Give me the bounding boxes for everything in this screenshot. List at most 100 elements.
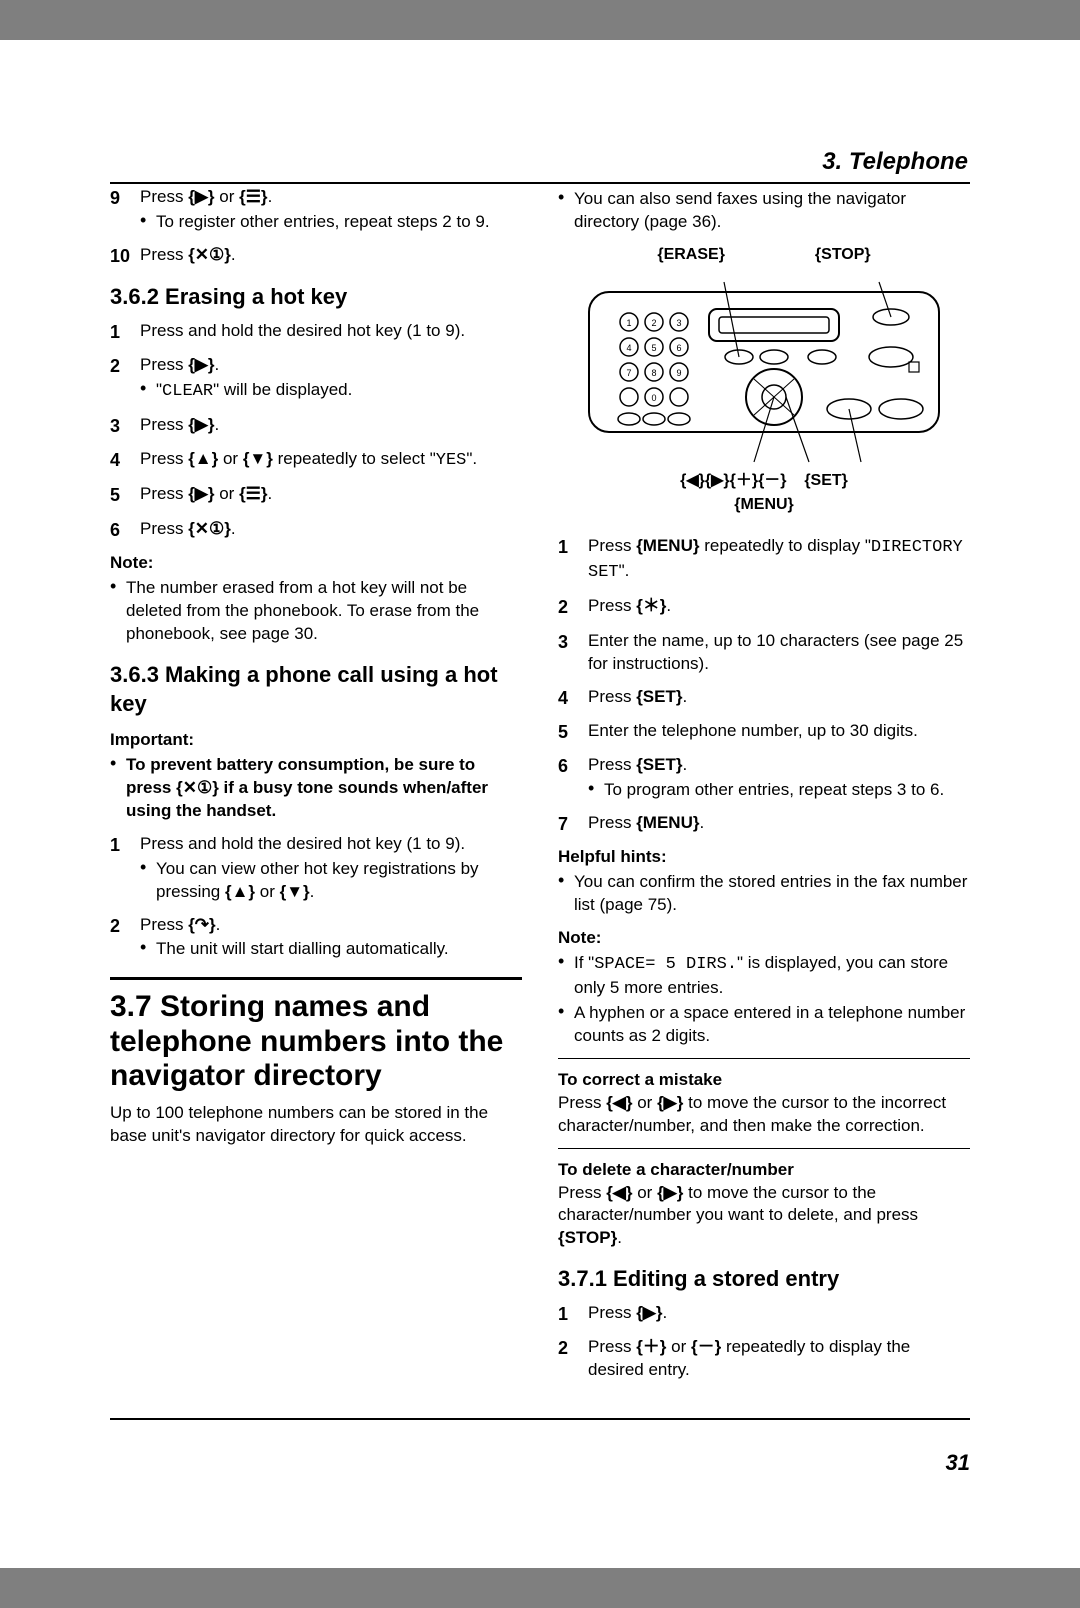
step-number: 10 xyxy=(110,244,140,268)
section-371-title: 3.7.1 Editing a stored entry xyxy=(558,1264,970,1294)
text: Press xyxy=(588,536,636,555)
hints-list: You can confirm the stored entries in th… xyxy=(558,871,970,917)
text: Press and hold the desired hot key (1 to… xyxy=(140,834,465,853)
text: . xyxy=(231,519,236,538)
step-body: Press and hold the desired hot key (1 to… xyxy=(140,320,522,344)
svg-text:4: 4 xyxy=(626,343,631,353)
figure-top-labels: {ERASE} {STOP} xyxy=(558,244,970,266)
list-item: The number erased from a hot key will no… xyxy=(110,577,522,646)
menu-icon: {☰} xyxy=(239,484,267,503)
device-figure: {ERASE} {STOP} 123 456 789 0 xyxy=(558,244,970,518)
text: You can also send faxes using the naviga… xyxy=(574,188,970,234)
erase-label: {ERASE} xyxy=(657,244,725,266)
text: or xyxy=(218,449,243,468)
text: You can view other hot key registrations… xyxy=(156,858,522,904)
step-body: Press {＊}. xyxy=(588,595,970,619)
text: . xyxy=(682,755,687,774)
list-371: 1 Press {▶}. 2 Press {＋} or {－} repeated… xyxy=(558,1302,970,1382)
step-body: Press {SET}. xyxy=(588,686,970,710)
step-3: 3 Enter the name, up to 10 characters (s… xyxy=(558,630,970,676)
text: . xyxy=(215,415,220,434)
text: or xyxy=(633,1093,658,1112)
list-item: If "SPACE= 5 DIRS." is displayed, you ca… xyxy=(558,952,970,1000)
step-number: 4 xyxy=(558,686,588,710)
step-body: Press {SET}. To program other entries, r… xyxy=(588,754,970,802)
chapter-title: 3. Telephone xyxy=(110,148,970,176)
step-5: 5 Enter the telephone number, up to 30 d… xyxy=(558,720,970,744)
svg-text:0: 0 xyxy=(651,393,656,403)
text: or xyxy=(666,1337,691,1356)
left-column: 9 Press {▶} or {☰}. To register other en… xyxy=(110,186,522,1392)
correct-title: To correct a mistake xyxy=(558,1069,970,1092)
stop-label: {STOP} xyxy=(815,244,871,266)
list-362: 1 Press and hold the desired hot key (1 … xyxy=(110,320,522,542)
text: A hyphen or a space entered in a telepho… xyxy=(574,1002,970,1048)
text: repeatedly to select " xyxy=(273,449,436,468)
text: " will be displayed. xyxy=(213,380,352,399)
right-arrow-icon: {▶} xyxy=(188,484,214,503)
delete-title: To delete a character/number xyxy=(558,1159,970,1182)
mono-text: SPACE= 5 DIRS. xyxy=(594,955,737,974)
correct-body: Press {◀} or {▶} to move the cursor to t… xyxy=(558,1092,970,1138)
step-body: Press {▲} or {▼} repeatedly to select "Y… xyxy=(140,448,522,473)
step-body: Press {✕①}. xyxy=(140,518,522,542)
step-2: 2 Press {＊}. xyxy=(558,595,970,619)
menu-icon: {☰} xyxy=(239,187,267,206)
sub-bullets: You can view other hot key registrations… xyxy=(140,858,522,904)
text: Press xyxy=(588,755,636,774)
text: Press xyxy=(140,187,183,206)
menu-label: {MENU} xyxy=(734,496,794,513)
text: ". xyxy=(619,561,630,580)
text: Press xyxy=(140,245,188,264)
text: Press xyxy=(140,519,188,538)
step-number: 6 xyxy=(110,518,140,542)
svg-text:5: 5 xyxy=(651,343,656,353)
svg-text:6: 6 xyxy=(676,343,681,353)
right-column: You can also send faxes using the naviga… xyxy=(558,186,970,1392)
right-arrow-icon: {▶} xyxy=(188,187,214,206)
text: . xyxy=(699,813,704,832)
step-body: Press {▶} or {☰}. To register other entr… xyxy=(140,186,522,234)
step-4: 4 Press {▲} or {▼} repeatedly to select … xyxy=(110,448,522,473)
step-number: 5 xyxy=(110,483,140,507)
step-number: 2 xyxy=(110,354,140,404)
set-key: {SET} xyxy=(636,687,682,706)
step-body: Press {▶}. xyxy=(588,1302,970,1326)
left-arrow-icon: {◀} xyxy=(606,1093,632,1112)
section-37-title: 3.7 Storing names and telephone numbers … xyxy=(110,990,522,1094)
text: Press xyxy=(140,449,188,468)
up-arrow-icon: {▲} xyxy=(188,449,218,468)
hints-label: Helpful hints: xyxy=(558,846,970,869)
section-363-title: 3.6.3 Making a phone call using a hot ke… xyxy=(110,660,522,719)
text: or xyxy=(633,1183,658,1202)
text: repeatedly to display " xyxy=(699,536,870,555)
step-6: 6 Press {SET}. To program other entries,… xyxy=(558,754,970,802)
right-arrow-icon: {▶} xyxy=(188,355,214,374)
divider xyxy=(558,1058,970,1059)
stop-key: {STOP} xyxy=(558,1228,617,1247)
step-number: 1 xyxy=(558,1302,588,1326)
step-body: Press {＋} or {－} repeatedly to display t… xyxy=(588,1336,970,1382)
step-3: 3 Press {▶}. xyxy=(110,414,522,438)
section-divider xyxy=(110,977,522,980)
text: Press xyxy=(558,1183,606,1202)
down-arrow-icon: {▼} xyxy=(280,882,310,901)
set-label: {SET} xyxy=(804,472,848,489)
sub-bullets: The unit will start dialling automatical… xyxy=(140,938,522,961)
list-363: 1 Press and hold the desired hot key (1 … xyxy=(110,833,522,962)
header-rule xyxy=(110,182,970,184)
power-off-icon: {✕①} xyxy=(188,245,231,264)
step-body: Press {▶}. xyxy=(140,414,522,438)
content-columns: 9 Press {▶} or {☰}. To register other en… xyxy=(110,186,970,1392)
step-number: 1 xyxy=(110,833,140,904)
step-number: 4 xyxy=(110,448,140,473)
sub-bullets: To register other entries, repeat steps … xyxy=(140,211,522,234)
text: To register other entries, repeat steps … xyxy=(156,211,490,234)
section-362-title: 3.6.2 Erasing a hot key xyxy=(110,282,522,312)
divider xyxy=(558,1148,970,1149)
list-item: A hyphen or a space entered in a telepho… xyxy=(558,1002,970,1048)
down-arrow-icon: {▼} xyxy=(243,449,273,468)
text: Press xyxy=(588,813,636,832)
text: . xyxy=(216,915,221,934)
step-1: 1 Press and hold the desired hot key (1 … xyxy=(110,320,522,344)
